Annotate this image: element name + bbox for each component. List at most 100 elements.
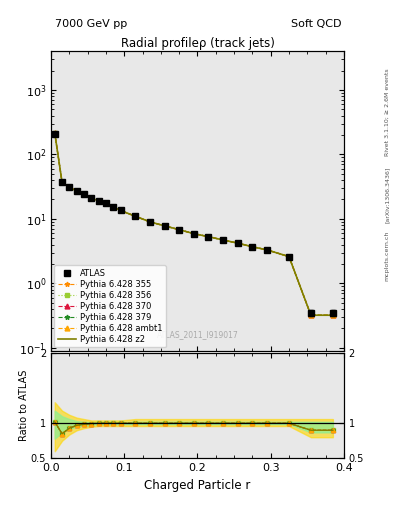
Pythia 6.428 379 xyxy=(206,233,211,240)
Legend: ATLAS, Pythia 6.428 355, Pythia 6.428 356, Pythia 6.428 370, Pythia 6.428 379, P: ATLAS, Pythia 6.428 355, Pythia 6.428 35… xyxy=(54,265,166,347)
Pythia 6.428 356 xyxy=(52,130,57,136)
Pythia 6.428 370 xyxy=(309,312,313,318)
Pythia 6.428 ambt1 xyxy=(60,179,64,185)
Pythia 6.428 356 xyxy=(74,188,79,194)
Pythia 6.428 370 xyxy=(177,227,182,233)
Pythia 6.428 z2 xyxy=(206,233,211,240)
Pythia 6.428 370 xyxy=(147,219,152,225)
Pythia 6.428 355 xyxy=(104,200,108,206)
Pythia 6.428 356 xyxy=(221,237,226,243)
Pythia 6.428 355 xyxy=(235,240,240,246)
Pythia 6.428 379 xyxy=(147,219,152,225)
Pythia 6.428 z2 xyxy=(264,247,269,253)
Pythia 6.428 355 xyxy=(206,233,211,240)
Pythia 6.428 379 xyxy=(221,237,226,243)
Pythia 6.428 z2 xyxy=(331,312,335,318)
Pythia 6.428 379 xyxy=(177,227,182,233)
Pythia 6.428 ambt1 xyxy=(264,247,269,253)
Pythia 6.428 355 xyxy=(250,244,255,250)
Pythia 6.428 355 xyxy=(118,207,123,214)
Line: Pythia 6.428 ambt1: Pythia 6.428 ambt1 xyxy=(52,131,335,317)
Pythia 6.428 z2 xyxy=(309,312,313,318)
Line: Pythia 6.428 379: Pythia 6.428 379 xyxy=(52,131,335,317)
Text: mcplots.cern.ch: mcplots.cern.ch xyxy=(385,231,389,281)
Pythia 6.428 370 xyxy=(191,230,196,237)
Text: 7000 GeV pp: 7000 GeV pp xyxy=(55,19,127,30)
Pythia 6.428 379 xyxy=(309,312,313,318)
Pythia 6.428 355 xyxy=(286,253,291,260)
Pythia 6.428 z2 xyxy=(286,253,291,260)
Pythia 6.428 379 xyxy=(67,184,72,190)
Pythia 6.428 355 xyxy=(67,184,72,190)
Pythia 6.428 z2 xyxy=(147,219,152,225)
Pythia 6.428 356 xyxy=(67,184,72,190)
Pythia 6.428 370 xyxy=(206,233,211,240)
Pythia 6.428 356 xyxy=(206,233,211,240)
Pythia 6.428 z2 xyxy=(191,230,196,237)
Line: Pythia 6.428 356: Pythia 6.428 356 xyxy=(52,131,335,317)
Pythia 6.428 356 xyxy=(111,204,116,210)
Pythia 6.428 ambt1 xyxy=(286,253,291,260)
Pythia 6.428 z2 xyxy=(162,223,167,229)
Pythia 6.428 ambt1 xyxy=(250,244,255,250)
Pythia 6.428 379 xyxy=(331,312,335,318)
Line: Pythia 6.428 370: Pythia 6.428 370 xyxy=(52,131,335,317)
Pythia 6.428 379 xyxy=(286,253,291,260)
Pythia 6.428 355 xyxy=(191,230,196,237)
Pythia 6.428 ambt1 xyxy=(177,227,182,233)
Pythia 6.428 370 xyxy=(235,240,240,246)
Pythia 6.428 356 xyxy=(104,200,108,206)
Pythia 6.428 370 xyxy=(89,195,94,201)
Line: Pythia 6.428 z2: Pythia 6.428 z2 xyxy=(55,133,333,315)
Pythia 6.428 379 xyxy=(118,207,123,214)
Pythia 6.428 370 xyxy=(118,207,123,214)
Pythia 6.428 z2 xyxy=(67,184,72,190)
Pythia 6.428 ambt1 xyxy=(104,200,108,206)
Pythia 6.428 355 xyxy=(74,188,79,194)
Pythia 6.428 ambt1 xyxy=(96,198,101,204)
Pythia 6.428 370 xyxy=(74,188,79,194)
Pythia 6.428 355 xyxy=(111,204,116,210)
Pythia 6.428 355 xyxy=(89,195,94,201)
Pythia 6.428 379 xyxy=(96,198,101,204)
Pythia 6.428 355 xyxy=(331,312,335,318)
Pythia 6.428 ambt1 xyxy=(235,240,240,246)
Pythia 6.428 356 xyxy=(235,240,240,246)
Text: Soft QCD: Soft QCD xyxy=(292,19,342,30)
Pythia 6.428 370 xyxy=(60,179,64,185)
Pythia 6.428 356 xyxy=(309,312,313,318)
Pythia 6.428 z2 xyxy=(235,240,240,246)
Pythia 6.428 ambt1 xyxy=(206,233,211,240)
Pythia 6.428 370 xyxy=(264,247,269,253)
Text: Rivet 3.1.10; ≥ 2.6M events: Rivet 3.1.10; ≥ 2.6M events xyxy=(385,69,389,157)
Text: ATLAS_2011_I919017: ATLAS_2011_I919017 xyxy=(156,330,239,339)
Pythia 6.428 ambt1 xyxy=(82,191,86,198)
Pythia 6.428 355 xyxy=(309,312,313,318)
Pythia 6.428 z2 xyxy=(74,188,79,194)
Pythia 6.428 355 xyxy=(96,198,101,204)
Pythia 6.428 z2 xyxy=(104,200,108,206)
Pythia 6.428 355 xyxy=(264,247,269,253)
Pythia 6.428 z2 xyxy=(250,244,255,250)
Pythia 6.428 ambt1 xyxy=(74,188,79,194)
Pythia 6.428 z2 xyxy=(89,195,94,201)
Pythia 6.428 ambt1 xyxy=(67,184,72,190)
Pythia 6.428 379 xyxy=(104,200,108,206)
Pythia 6.428 370 xyxy=(52,130,57,136)
Pythia 6.428 379 xyxy=(52,130,57,136)
Pythia 6.428 370 xyxy=(67,184,72,190)
Pythia 6.428 370 xyxy=(331,312,335,318)
Pythia 6.428 z2 xyxy=(111,204,116,210)
Pythia 6.428 379 xyxy=(60,179,64,185)
Pythia 6.428 356 xyxy=(96,198,101,204)
Title: Radial profileρ (track jets): Radial profileρ (track jets) xyxy=(121,37,274,50)
Pythia 6.428 379 xyxy=(133,213,138,219)
Pythia 6.428 355 xyxy=(221,237,226,243)
Pythia 6.428 355 xyxy=(133,213,138,219)
X-axis label: Charged Particle r: Charged Particle r xyxy=(144,479,251,492)
Pythia 6.428 356 xyxy=(89,195,94,201)
Pythia 6.428 ambt1 xyxy=(133,213,138,219)
Pythia 6.428 z2 xyxy=(96,198,101,204)
Pythia 6.428 356 xyxy=(264,247,269,253)
Pythia 6.428 356 xyxy=(133,213,138,219)
